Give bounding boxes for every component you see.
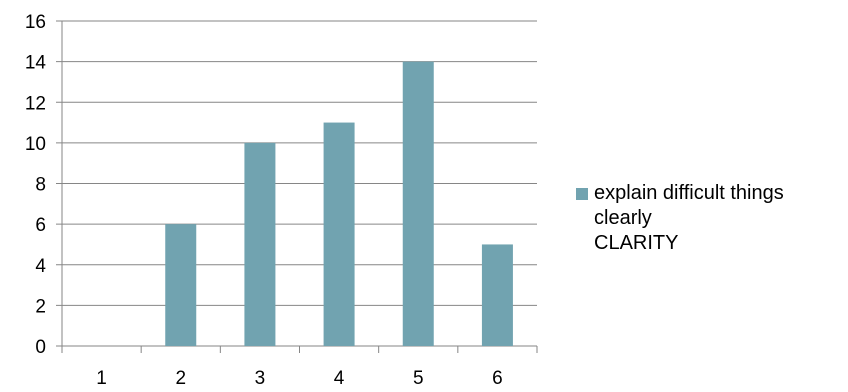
y-tick-label: 10 <box>25 134 46 155</box>
legend: explain difficult things clearly CLARITY <box>576 181 846 256</box>
x-tick-label: 1 <box>96 368 107 389</box>
bar <box>165 224 197 346</box>
y-tick-label: 6 <box>35 215 46 236</box>
y-tick-label: 12 <box>25 93 46 114</box>
y-tick-label: 0 <box>35 337 46 358</box>
bar <box>323 122 355 346</box>
x-tick-label: 6 <box>492 368 503 389</box>
y-tick-label: 2 <box>35 296 46 317</box>
bar <box>244 142 276 346</box>
x-tick-label: 3 <box>255 368 266 389</box>
y-tick-label: 16 <box>25 12 46 33</box>
x-tick-label: 5 <box>413 368 424 389</box>
bar <box>402 61 434 346</box>
y-tick-label: 4 <box>35 256 46 277</box>
bar <box>481 244 513 346</box>
y-tick-label: 14 <box>25 53 47 74</box>
y-tick-label: 8 <box>35 175 46 196</box>
legend-swatch <box>576 188 588 200</box>
legend-label: explain difficult things clearly CLARITY <box>594 182 784 254</box>
x-tick-label: 4 <box>334 368 345 389</box>
x-tick-label: 2 <box>175 368 186 389</box>
